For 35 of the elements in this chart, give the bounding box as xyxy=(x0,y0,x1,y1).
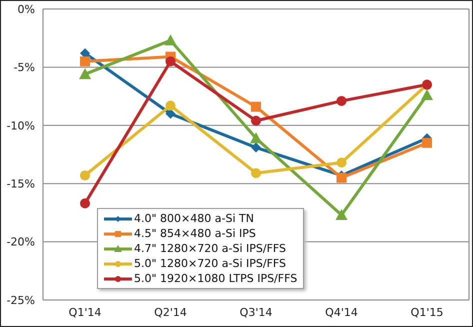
point xyxy=(251,168,261,178)
legend-label: 5.0" 1920×1080 LTPS IPS/FFS xyxy=(134,271,298,286)
x-tick-label: Q1'14 xyxy=(68,306,102,319)
point xyxy=(251,142,261,153)
legend-label: 5.0" 1280×720 a-Si IPS/FFS xyxy=(134,256,286,271)
point xyxy=(166,100,176,111)
legend-label: 4.0" 800×480 a-Si TN xyxy=(134,211,254,226)
legend-label: 4.7" 1280×720 a-Si IPS/FFS xyxy=(134,241,286,256)
y-tick-label: -25% xyxy=(6,294,35,307)
y-tick-label: -20% xyxy=(6,236,35,249)
x-tick-label: Q2'14 xyxy=(154,306,187,319)
point xyxy=(80,198,90,208)
point xyxy=(422,138,432,148)
point xyxy=(166,56,176,66)
y-tick-label: -5% xyxy=(14,61,35,74)
point xyxy=(251,102,261,112)
legend-label: 4.5" 854×480 a-Si IPS xyxy=(134,226,256,241)
point xyxy=(164,34,176,46)
x-tick-label: Q4'14 xyxy=(325,306,358,319)
y-tick-label: -10% xyxy=(6,119,35,132)
x-tick-label: Q3'14 xyxy=(240,306,272,319)
x-tick-label: Q1'15 xyxy=(410,306,444,319)
point xyxy=(79,68,91,80)
point xyxy=(80,170,90,180)
point xyxy=(166,108,176,119)
point xyxy=(336,172,346,183)
point xyxy=(250,132,262,144)
point xyxy=(251,116,261,126)
point xyxy=(336,96,346,106)
y-tick-label: 0% xyxy=(18,2,35,16)
point xyxy=(80,56,90,66)
point xyxy=(336,158,346,168)
y-tick-label: -15% xyxy=(6,178,35,191)
point xyxy=(421,89,433,100)
point xyxy=(336,209,348,220)
